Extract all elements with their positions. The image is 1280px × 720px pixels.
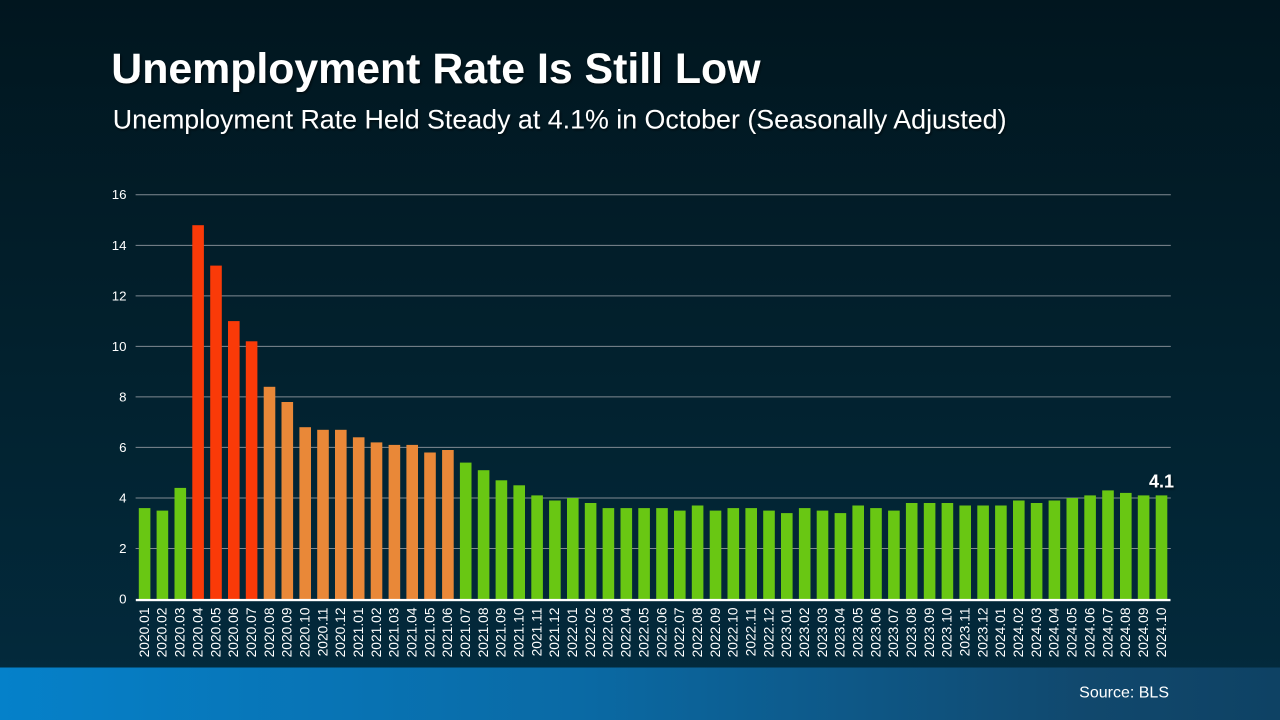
- svg-text:2024.06: 2024.06: [1082, 607, 1097, 657]
- svg-text:2021.02: 2021.02: [369, 608, 384, 658]
- svg-text:2021.05: 2021.05: [422, 607, 437, 657]
- svg-text:2022.05: 2022.05: [636, 607, 651, 657]
- svg-text:2020.07: 2020.07: [244, 608, 259, 658]
- svg-text:8: 8: [119, 389, 126, 404]
- svg-text:2021.01: 2021.01: [351, 608, 366, 658]
- svg-text:2022.03: 2022.03: [601, 607, 616, 657]
- svg-text:14: 14: [112, 238, 127, 253]
- svg-text:2021.12: 2021.12: [547, 608, 562, 658]
- svg-text:2023.04: 2023.04: [833, 607, 848, 657]
- svg-text:2022.07: 2022.07: [672, 608, 687, 658]
- svg-text:0: 0: [119, 591, 126, 606]
- svg-text:2023.10: 2023.10: [940, 607, 955, 657]
- svg-text:2021.09: 2021.09: [494, 607, 509, 657]
- svg-text:2020.04: 2020.04: [190, 607, 205, 657]
- svg-text:2023.03: 2023.03: [815, 607, 830, 657]
- svg-text:2022.12: 2022.12: [761, 608, 776, 658]
- svg-text:4.1: 4.1: [1149, 472, 1174, 492]
- svg-text:16: 16: [112, 187, 127, 202]
- svg-text:2023.05: 2023.05: [851, 607, 866, 657]
- svg-text:2020.10: 2020.10: [298, 607, 313, 657]
- svg-text:6: 6: [119, 440, 126, 455]
- svg-text:2023.11: 2023.11: [958, 608, 973, 657]
- svg-text:2024.04: 2024.04: [1047, 607, 1062, 657]
- svg-text:2021.07: 2021.07: [458, 608, 473, 658]
- svg-text:2020.01: 2020.01: [137, 608, 152, 658]
- svg-text:Unemployment Rate Held Steady: Unemployment Rate Held Steady at 4.1% in…: [113, 105, 1007, 135]
- svg-text:Unemployment Rate Is Still Low: Unemployment Rate Is Still Low: [111, 45, 761, 93]
- svg-text:2023.06: 2023.06: [868, 607, 883, 657]
- svg-text:2: 2: [119, 541, 126, 556]
- svg-text:2020.02: 2020.02: [155, 608, 170, 658]
- svg-text:2021.06: 2021.06: [440, 607, 455, 657]
- svg-text:2023.01: 2023.01: [779, 608, 794, 658]
- svg-text:2021.11: 2021.11: [529, 608, 544, 657]
- svg-text:2020.11: 2020.11: [315, 608, 330, 657]
- svg-text:2021.04: 2021.04: [405, 607, 420, 657]
- svg-text:10: 10: [112, 339, 127, 354]
- svg-text:12: 12: [112, 288, 127, 303]
- svg-text:2020.03: 2020.03: [173, 607, 188, 657]
- svg-text:2022.02: 2022.02: [583, 608, 598, 658]
- svg-text:2022.09: 2022.09: [708, 607, 723, 657]
- svg-text:2024.09: 2024.09: [1136, 607, 1151, 657]
- svg-text:2022.04: 2022.04: [619, 607, 634, 657]
- svg-text:2024.01: 2024.01: [993, 607, 1008, 657]
- svg-text:2024.07: 2024.07: [1100, 608, 1115, 658]
- svg-text:2024.10: 2024.10: [1154, 607, 1169, 657]
- svg-text:2022.10: 2022.10: [726, 607, 741, 657]
- svg-text:2022.06: 2022.06: [654, 607, 669, 657]
- svg-text:2024.03: 2024.03: [1029, 607, 1044, 657]
- svg-text:2023.02: 2023.02: [797, 608, 812, 658]
- svg-text:2023.09: 2023.09: [922, 607, 937, 657]
- svg-text:2021.08: 2021.08: [476, 607, 491, 657]
- svg-text:2020.05: 2020.05: [208, 607, 223, 657]
- svg-text:2022.01: 2022.01: [565, 608, 580, 658]
- svg-text:2023.08: 2023.08: [904, 607, 919, 657]
- svg-text:2020.08: 2020.08: [262, 607, 277, 657]
- svg-text:2024.08: 2024.08: [1118, 607, 1133, 657]
- svg-text:2020.06: 2020.06: [226, 607, 241, 657]
- svg-text:2020.12: 2020.12: [333, 608, 348, 658]
- svg-text:2023.07: 2023.07: [886, 608, 901, 658]
- svg-text:2024.02: 2024.02: [1011, 608, 1026, 658]
- svg-text:2021.10: 2021.10: [512, 607, 527, 657]
- svg-text:2022.08: 2022.08: [690, 607, 705, 657]
- svg-text:2020.09: 2020.09: [280, 607, 295, 657]
- svg-text:Source: BLS: Source: BLS: [1079, 685, 1169, 702]
- svg-text:2022.11: 2022.11: [744, 608, 759, 657]
- svg-text:2024.05: 2024.05: [1065, 607, 1080, 657]
- svg-text:2023.12: 2023.12: [975, 608, 990, 658]
- svg-text:4: 4: [119, 490, 126, 505]
- svg-text:2021.03: 2021.03: [387, 607, 402, 657]
